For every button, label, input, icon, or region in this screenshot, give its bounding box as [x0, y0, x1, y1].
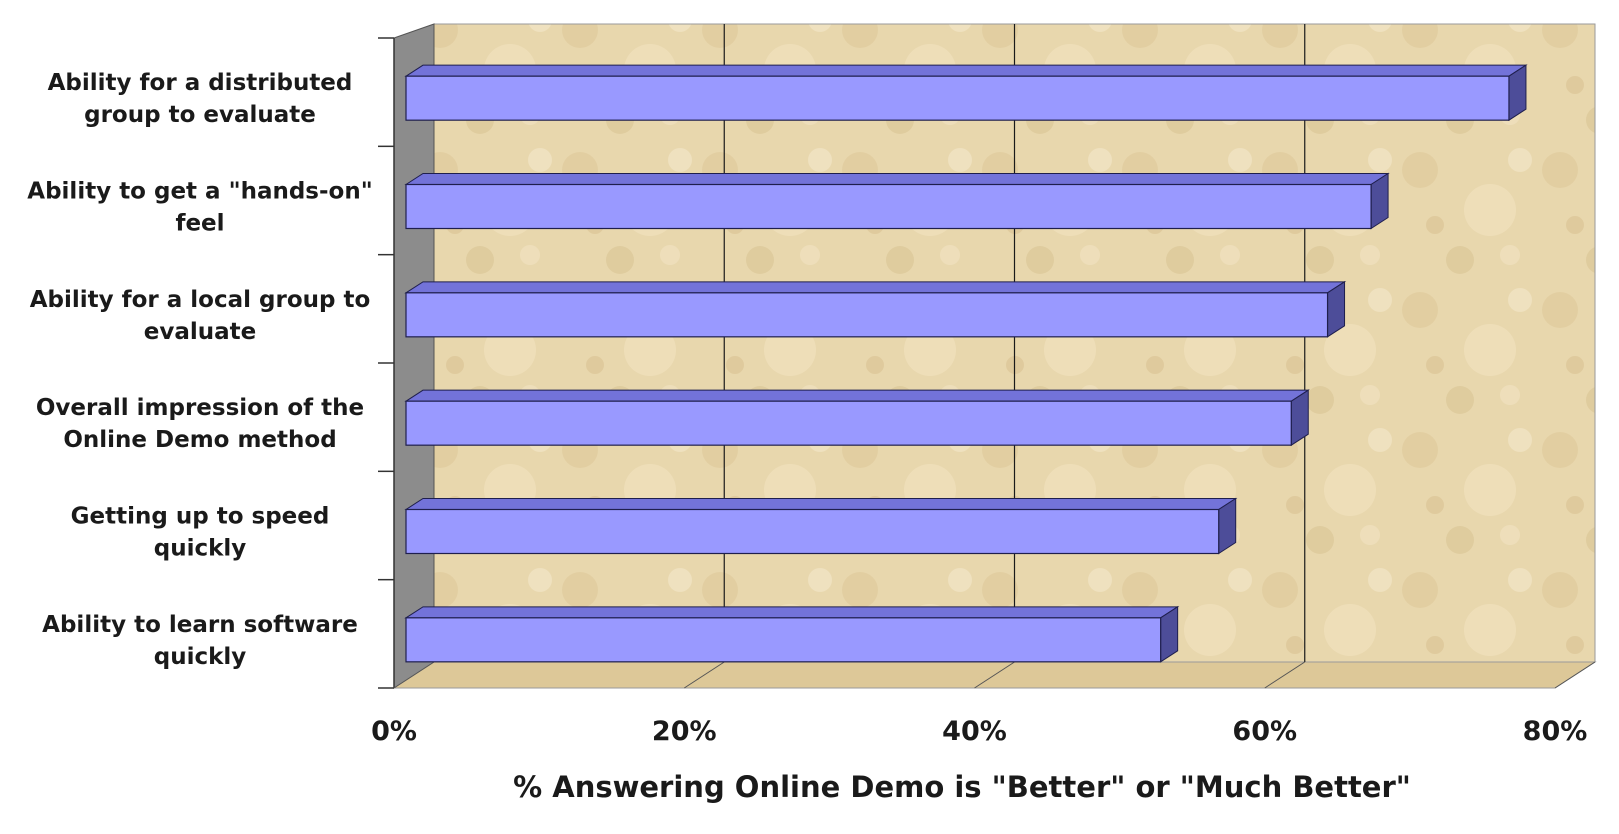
category-label: Overall impression of the Online Demo met…	[36, 395, 364, 453]
bar-top	[404, 606, 1180, 619]
category-label: Ability to learn software quickly	[42, 612, 358, 670]
x-tick-label: 60%	[1232, 716, 1297, 747]
x-tick-labels: 0% 20% 40% 60% 80%	[371, 716, 1587, 747]
gridlines	[393, 24, 1596, 689]
bar	[405, 400, 1292, 446]
floor-gridline	[683, 661, 725, 689]
bar-top	[404, 498, 1238, 510]
x-tick-label: 80%	[1523, 716, 1588, 747]
bar	[405, 183, 1372, 230]
category-label: Ability for a local group to evaluate	[30, 287, 371, 345]
floor-gridline	[974, 661, 1015, 689]
x-axis-title: % Answering Online Demo is "Better" or "…	[513, 770, 1411, 804]
floor-gridline	[1554, 661, 1596, 689]
category-label: Ability for a distributed group to evalua…	[48, 70, 353, 128]
bars	[404, 64, 1528, 663]
x-tick-label: 20%	[652, 716, 717, 747]
bar-top	[404, 64, 1528, 77]
bar	[405, 75, 1510, 121]
bar-top	[404, 389, 1310, 402]
x-tick-label: 0%	[371, 716, 417, 747]
bar-top	[404, 281, 1347, 294]
category-labels: Ability for a distributed group to evalua…	[27, 70, 372, 670]
side-wall	[393, 23, 435, 689]
category-label: Getting up to speed quickly	[71, 504, 330, 562]
bar	[405, 508, 1220, 555]
chart-frame	[378, 23, 1597, 689]
bar	[405, 292, 1329, 338]
category-label: Ability to get a "hands-on" feel	[27, 179, 372, 237]
bar	[405, 617, 1162, 663]
bar-top	[404, 173, 1390, 185]
x-tick-label: 40%	[942, 716, 1007, 747]
floor-gridline	[1264, 661, 1306, 689]
floor-gridline	[393, 661, 435, 689]
